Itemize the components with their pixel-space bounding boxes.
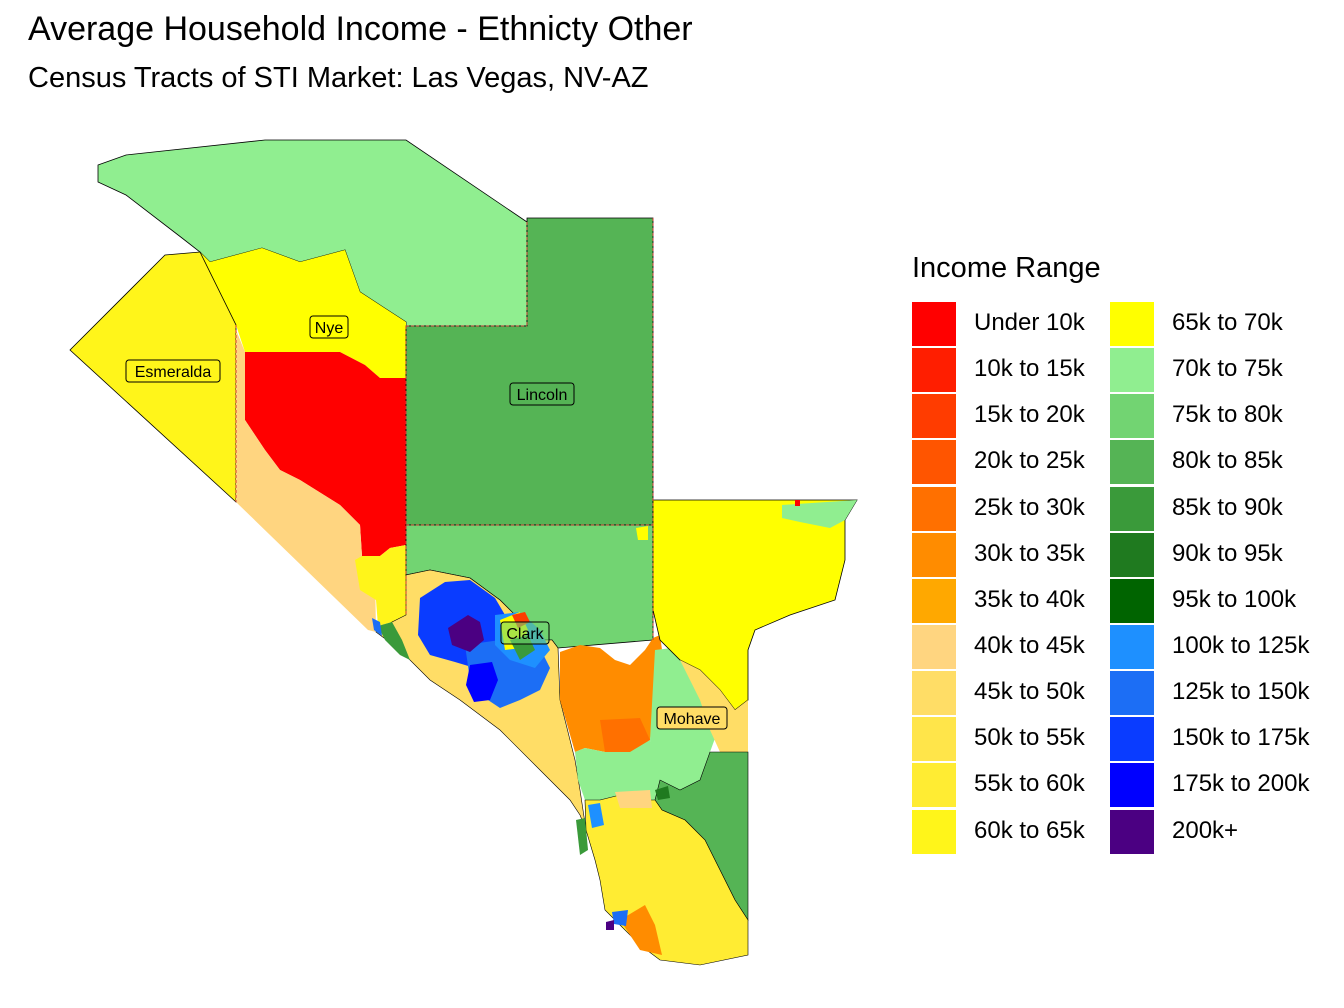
- legend-swatch: [1110, 671, 1154, 716]
- legend-title: Income Range: [912, 252, 1101, 284]
- tract-lasvegas-200k: [448, 615, 484, 652]
- tract-pahrump: [355, 545, 406, 626]
- svg-text:Lincoln: Lincoln: [517, 387, 568, 404]
- legend-label: 45k to 50k: [974, 678, 1085, 706]
- county-boundary-lines: [235, 218, 654, 640]
- legend-swatch: [912, 671, 956, 716]
- legend-label: 100k to 125k: [1172, 631, 1310, 659]
- legend-swatch: [1110, 578, 1154, 623]
- legend-label: 50k to 55k: [974, 724, 1085, 752]
- legend-swatch: [912, 578, 956, 623]
- tract-pahrump-blue: [372, 618, 382, 636]
- tract-mohave-middle: [680, 660, 748, 752]
- map-subtitle: Census Tracts of STI Market: Las Vegas, …: [28, 62, 649, 94]
- county-label-clark: Clark: [500, 621, 550, 645]
- legend-label: 35k to 40k: [974, 585, 1085, 613]
- legend-swatch: [912, 440, 956, 485]
- legend-label: 75k to 80k: [1172, 401, 1283, 429]
- legend-label: 200k+: [1172, 816, 1239, 844]
- legend-swatch: [1110, 348, 1154, 393]
- tract-lincoln-speck-yellow: [636, 526, 648, 540]
- tract-nye-red: [245, 352, 406, 556]
- tract-mohave-south-peach: [615, 790, 652, 808]
- legend-swatch: [912, 532, 956, 577]
- county-label-nye: Nye: [309, 315, 349, 339]
- legend-label: 80k to 85k: [1172, 447, 1283, 475]
- legend-label: 65k to 70k: [1172, 309, 1283, 336]
- legend-label: 40k to 45k: [974, 631, 1085, 659]
- tract-nye-middle: [200, 248, 406, 378]
- tract-mohave-north-green: [782, 500, 857, 528]
- county-label-lincoln: Lincoln: [509, 382, 575, 406]
- legend-swatch: [1110, 717, 1154, 762]
- tract-clark-east-green: [655, 786, 670, 800]
- legend-swatch: [1110, 624, 1154, 669]
- legend: Income Range Under 10k 10k to 15k 15k to 2…: [912, 252, 1332, 862]
- legend-swatch: [912, 624, 956, 669]
- legend-label: 60k to 65k: [974, 816, 1085, 844]
- svg-text:Nye: Nye: [315, 320, 344, 337]
- legend-label: 10k to 15k: [974, 355, 1085, 383]
- tract-mohave-speck-red: [795, 500, 800, 506]
- county-label-esmeralda: Esmeralda: [125, 359, 221, 383]
- legend-label: 85k to 90k: [1172, 493, 1283, 521]
- legend-swatch: [912, 348, 956, 393]
- legend-label: 20k to 25k: [974, 447, 1085, 475]
- legend-swatch: [1110, 763, 1154, 808]
- legend-swatch: [1110, 809, 1154, 854]
- county-label-mohave: Mohave: [656, 706, 728, 730]
- legend-swatch: [912, 809, 956, 854]
- legend-label: 95k to 100k: [1172, 585, 1297, 613]
- tract-nye-southwest: [236, 330, 376, 632]
- svg-text:Esmeralda: Esmeralda: [135, 364, 212, 381]
- tract-clark-southeast-darkorange: [600, 718, 650, 755]
- tract-clark-south-strip: [575, 740, 660, 800]
- legend-label: 55k to 60k: [974, 770, 1085, 798]
- tract-colorado-river-blue: [588, 803, 604, 828]
- legend-label: 175k to 200k: [1172, 770, 1310, 798]
- legend-swatch: [912, 717, 956, 762]
- svg-text:Clark: Clark: [506, 626, 544, 643]
- tract-lasvegas-175k: [466, 662, 498, 702]
- tract-mohave-south-orange: [620, 905, 662, 955]
- svg-text:Mohave: Mohave: [664, 711, 721, 728]
- legend-label: 15k to 20k: [974, 401, 1085, 429]
- legend-swatch: [912, 302, 956, 346]
- tract-colorado-river-south: [612, 910, 628, 926]
- legend-label: 30k to 35k: [974, 539, 1085, 567]
- tract-pahrump-green: [378, 622, 410, 660]
- tract-colorado-river-green: [576, 818, 588, 855]
- legend-label: 70k to 75k: [1172, 355, 1283, 383]
- legend-swatch: [912, 394, 956, 439]
- legend-swatch: [912, 763, 956, 808]
- legend-label: Under 10k: [974, 309, 1085, 336]
- legend-swatch: [1110, 302, 1154, 346]
- legend-swatch: [1110, 440, 1154, 485]
- legend-swatch: [1110, 486, 1154, 531]
- legend-label: 125k to 150k: [1172, 678, 1310, 706]
- tract-mohave-north: [652, 499, 858, 711]
- legend-label: 150k to 175k: [1172, 724, 1310, 752]
- legend-label: 25k to 30k: [974, 493, 1085, 521]
- legend-label: 90k to 95k: [1172, 539, 1283, 567]
- legend-swatch: [1110, 532, 1154, 577]
- tract-colorado-river-purple: [606, 920, 614, 930]
- legend-swatch: [912, 486, 956, 531]
- legend-swatch: [1110, 394, 1154, 439]
- map-title: Average Household Income - Ethnicty Othe…: [28, 10, 693, 48]
